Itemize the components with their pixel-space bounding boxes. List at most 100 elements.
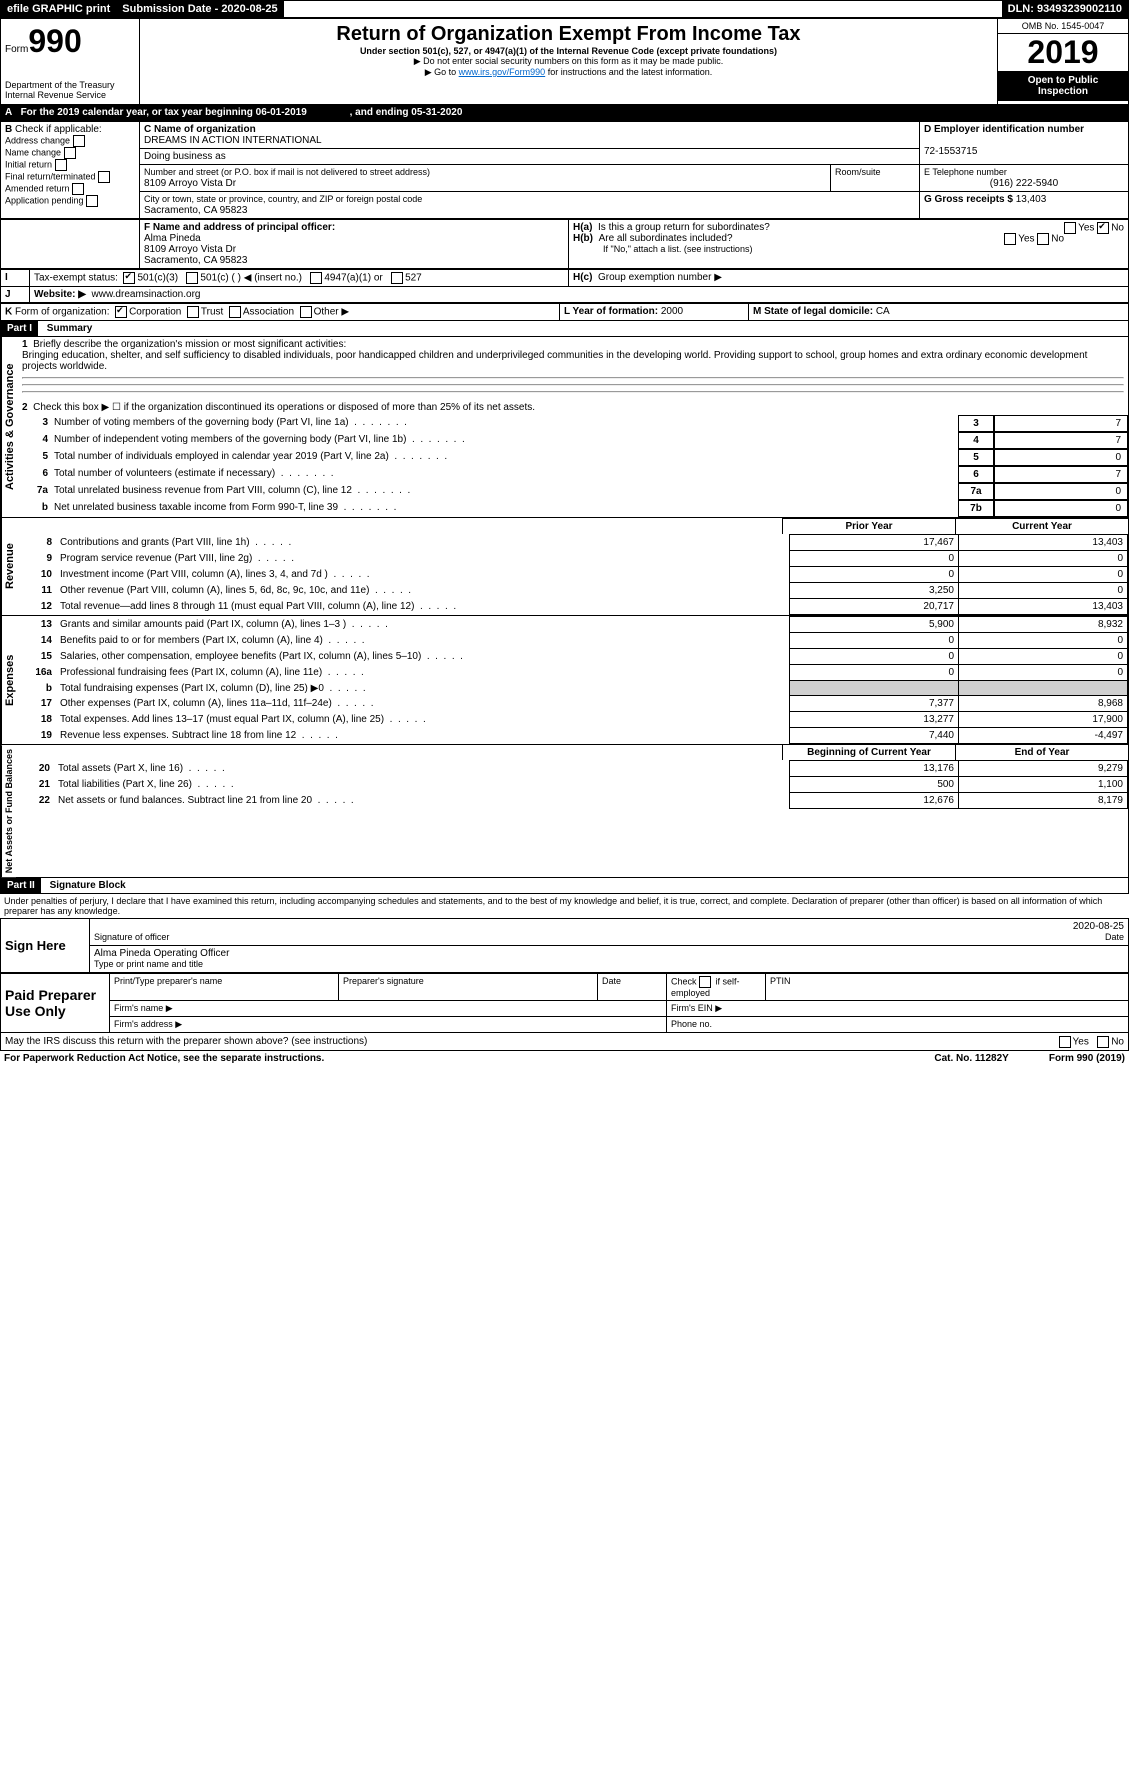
footer-row: For Paperwork Reduction Act Notice, see … bbox=[0, 1051, 1129, 1066]
tab-activities: Activities & Governance bbox=[1, 337, 18, 517]
firm-phone-label: Phone no. bbox=[667, 1017, 1129, 1033]
4947-checkbox[interactable] bbox=[310, 272, 322, 284]
year-formation: 2000 bbox=[661, 306, 683, 317]
fin-row: 19Revenue less expenses. Subtract line 1… bbox=[18, 728, 1128, 744]
fin-row: 12Total revenue—add lines 8 through 11 (… bbox=[18, 599, 1128, 615]
fin-row: 13Grants and similar amounts paid (Part … bbox=[18, 617, 1128, 633]
sign-here-block: Sign Here 2020-08-25 Signature of office… bbox=[0, 918, 1129, 973]
b-option: Name change bbox=[5, 147, 135, 159]
discuss-no-checkbox[interactable] bbox=[1097, 1036, 1109, 1048]
form-word: Form bbox=[5, 44, 28, 55]
dln: DLN: 93493239002110 bbox=[1002, 1, 1128, 17]
hb-yes-checkbox[interactable] bbox=[1004, 233, 1016, 245]
fin-row: bTotal fundraising expenses (Part IX, co… bbox=[18, 681, 1128, 696]
summary-section: Activities & Governance 1 Briefly descri… bbox=[0, 337, 1129, 518]
j-label: Website: ▶ bbox=[34, 289, 86, 300]
street: 8109 Arroyo Vista Dr bbox=[144, 178, 236, 189]
irs-label: Internal Revenue Service bbox=[5, 90, 135, 100]
gross-receipts: 13,403 bbox=[1016, 194, 1047, 205]
ha-text: Is this a group return for subordinates? bbox=[598, 222, 770, 233]
fin-row: 16aProfessional fundraising fees (Part I… bbox=[18, 665, 1128, 681]
501c-checkbox[interactable] bbox=[186, 272, 198, 284]
fin-row: 11Other revenue (Part VIII, column (A), … bbox=[18, 583, 1128, 599]
b-label: Check if applicable: bbox=[15, 124, 102, 135]
b-option: Amended return bbox=[5, 183, 135, 195]
efile-label: efile GRAPHIC print bbox=[1, 1, 116, 17]
bcy-hdr: Beginning of Current Year bbox=[783, 745, 956, 760]
subtitle-1: Under section 501(c), 527, or 4947(a)(1)… bbox=[144, 46, 993, 56]
firm-addr-label: Firm's address ▶ bbox=[110, 1017, 667, 1033]
summary-row: 5Total number of individuals employed in… bbox=[18, 449, 1128, 466]
return-title: Return of Organization Exempt From Incom… bbox=[144, 23, 993, 46]
firm-ein-label: Firm's EIN ▶ bbox=[667, 1001, 1129, 1017]
e-label: E Telephone number bbox=[924, 167, 1007, 177]
eoy-hdr: End of Year bbox=[956, 745, 1129, 760]
summary-row: 4Number of independent voting members of… bbox=[18, 432, 1128, 449]
trust-checkbox[interactable] bbox=[187, 306, 199, 318]
city-label: City or town, state or province, country… bbox=[144, 194, 422, 204]
part-ii-header: Part II Signature Block bbox=[0, 878, 1129, 894]
paid-preparer-label: Paid Preparer Use Only bbox=[1, 974, 110, 1033]
fin-row: 21Total liabilities (Part X, line 26) . … bbox=[16, 777, 1128, 793]
pra-notice: For Paperwork Reduction Act Notice, see … bbox=[4, 1053, 324, 1064]
hb-no-checkbox[interactable] bbox=[1037, 233, 1049, 245]
f-h-block: F Name and address of principal officer:… bbox=[0, 219, 1129, 269]
date-label: Date bbox=[1105, 932, 1124, 942]
line-a: A For the 2019 calendar year, or tax yea… bbox=[0, 105, 1129, 121]
i-label: Tax-exempt status: bbox=[34, 273, 118, 284]
firm-name-label: Firm's name ▶ bbox=[110, 1001, 667, 1017]
b-option: Final return/terminated bbox=[5, 171, 135, 183]
fin-row: 20Total assets (Part X, line 16) . . . .… bbox=[16, 761, 1128, 777]
top-bar: efile GRAPHIC print Submission Date - 20… bbox=[0, 0, 1129, 18]
declaration: Under penalties of perjury, I declare th… bbox=[0, 894, 1129, 918]
b-opt-checkbox[interactable] bbox=[55, 159, 67, 171]
501c3-checkbox[interactable] bbox=[123, 272, 135, 284]
room-label: Room/suite bbox=[835, 167, 881, 177]
netassets-section: Net Assets or Fund Balances Beginning of… bbox=[0, 745, 1129, 878]
summary-row: 3Number of voting members of the governi… bbox=[18, 415, 1128, 432]
b-option: Application pending bbox=[5, 195, 135, 207]
dept-treasury: Department of the Treasury bbox=[5, 80, 135, 90]
assoc-checkbox[interactable] bbox=[229, 306, 241, 318]
b-option: Initial return bbox=[5, 159, 135, 171]
org-name: DREAMS IN ACTION INTERNATIONAL bbox=[144, 135, 322, 146]
open-public: Open to Public Inspection bbox=[998, 71, 1128, 101]
street-label: Number and street (or P.O. box if mail i… bbox=[144, 167, 430, 177]
summary-row: 7aTotal unrelated business revenue from … bbox=[18, 483, 1128, 500]
self-employed-checkbox[interactable] bbox=[699, 976, 711, 988]
subtitle-2: ▶ Do not enter social security numbers o… bbox=[144, 56, 993, 67]
other-checkbox[interactable] bbox=[300, 306, 312, 318]
b-opt-checkbox[interactable] bbox=[86, 195, 98, 207]
b-option: Address change bbox=[5, 135, 135, 147]
tab-netassets: Net Assets or Fund Balances bbox=[1, 745, 16, 877]
paid-preparer-block: Paid Preparer Use Only Print/Type prepar… bbox=[0, 973, 1129, 1033]
entity-block: B Check if applicable: Address change Na… bbox=[0, 121, 1129, 219]
b-opt-checkbox[interactable] bbox=[64, 147, 76, 159]
prior-year-hdr: Prior Year bbox=[783, 519, 956, 535]
fin-row: 22Net assets or fund balances. Subtract … bbox=[16, 793, 1128, 809]
527-checkbox[interactable] bbox=[391, 272, 403, 284]
b-opt-checkbox[interactable] bbox=[73, 135, 85, 147]
q2-text: Check this box ▶ ☐ if the organization d… bbox=[33, 402, 535, 413]
d-label: D Employer identification number bbox=[924, 124, 1084, 135]
ha-yes-checkbox[interactable] bbox=[1064, 222, 1076, 234]
officer-addr2: Sacramento, CA 95823 bbox=[144, 255, 247, 266]
l-label: L Year of formation: bbox=[564, 306, 661, 317]
expenses-section: Expenses 13Grants and similar amounts pa… bbox=[0, 616, 1129, 745]
fin-row: 15Salaries, other compensation, employee… bbox=[18, 649, 1128, 665]
corp-checkbox[interactable] bbox=[115, 306, 127, 318]
hb-note: If "No," attach a list. (see instruction… bbox=[603, 244, 752, 254]
preparer-name-label: Print/Type preparer's name bbox=[110, 974, 339, 1001]
fin-row: 18Total expenses. Add lines 13–17 (must … bbox=[18, 712, 1128, 728]
ha-no-checkbox[interactable] bbox=[1097, 222, 1109, 234]
irs-link[interactable]: www.irs.gov/Form990 bbox=[459, 67, 546, 77]
b-opt-checkbox[interactable] bbox=[72, 183, 84, 195]
c-label: C Name of organization bbox=[144, 124, 256, 135]
discuss-yes-checkbox[interactable] bbox=[1059, 1036, 1071, 1048]
k-label: Form of organization: bbox=[15, 307, 110, 318]
dba-label: Doing business as bbox=[144, 151, 226, 162]
subtitle-3: ▶ Go to www.irs.gov/Form990 for instruct… bbox=[144, 67, 993, 78]
hb-text: Are all subordinates included? bbox=[599, 233, 733, 244]
ptin-label: PTIN bbox=[766, 974, 1129, 1001]
b-opt-checkbox[interactable] bbox=[98, 171, 110, 183]
